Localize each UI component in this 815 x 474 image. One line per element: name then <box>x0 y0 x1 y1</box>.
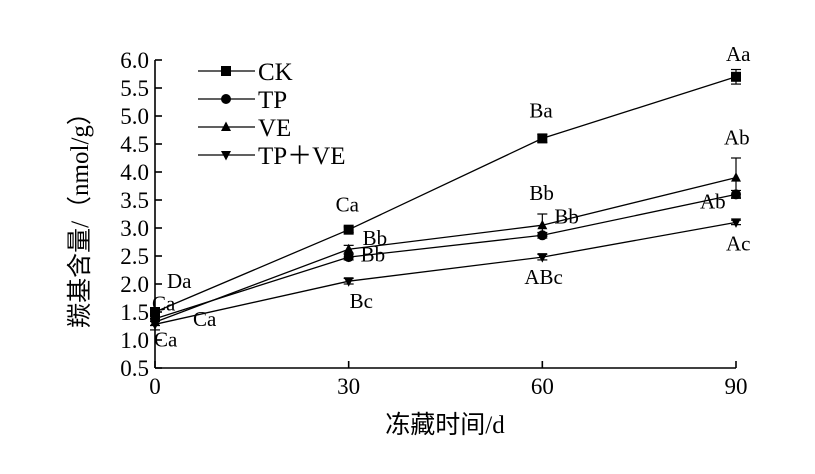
y-tick-label: 6.0 <box>120 48 149 73</box>
series-line <box>154 176 737 323</box>
point-label: Ca <box>336 193 360 217</box>
point-label: Bc <box>350 289 373 313</box>
y-tick-label: 2.5 <box>120 244 149 269</box>
data-point <box>343 243 354 254</box>
legend-marker <box>221 121 231 131</box>
point-label: Ca <box>193 307 217 331</box>
y-tick-label: 4.5 <box>120 132 149 157</box>
data-point <box>731 71 741 82</box>
legend-label: CK <box>258 59 293 86</box>
point-label: Bb <box>529 181 554 205</box>
data-point <box>343 224 354 235</box>
data-point <box>731 218 741 228</box>
series-2 <box>150 157 741 327</box>
data-point <box>150 320 160 330</box>
legend-marker <box>221 151 231 161</box>
point-label: Ab <box>724 126 750 150</box>
y-tick-label: 3.5 <box>120 188 149 213</box>
data-point <box>537 133 548 144</box>
data-point <box>343 277 354 287</box>
legend-label: TP <box>258 87 287 114</box>
legend-label: TP＋VE <box>258 143 346 170</box>
series-line <box>154 221 737 325</box>
data-point <box>343 252 354 263</box>
x-tick-label: 0 <box>149 374 161 399</box>
point-label: Ab <box>700 189 726 213</box>
data-point <box>150 307 160 317</box>
data-point <box>537 253 548 263</box>
point-label: Da <box>167 269 192 293</box>
point-label: Ca <box>154 327 178 351</box>
y-axis-label: 羰基含量/（nmol/g） <box>66 100 94 328</box>
legend-label: VE <box>258 115 291 142</box>
point-label: Aa <box>726 42 751 66</box>
x-axis-label: 冻藏时间/d <box>385 411 505 439</box>
x-tick-label: 90 <box>725 374 748 399</box>
data-point <box>731 172 741 182</box>
legend-marker <box>221 94 231 104</box>
series-1 <box>150 189 741 324</box>
y-tick-label: 1.0 <box>120 328 149 353</box>
point-label: Bb <box>361 242 386 266</box>
y-tick-label: 3.0 <box>120 216 149 241</box>
point-label: ABc <box>524 265 563 289</box>
y-tick-label: 1.5 <box>120 300 149 325</box>
series-line <box>154 193 737 320</box>
point-label: Ba <box>529 98 553 122</box>
y-tick-label: 0.5 <box>120 356 149 381</box>
legend-marker <box>221 66 231 76</box>
data-point <box>537 219 548 230</box>
x-tick-label: 30 <box>337 374 360 399</box>
axes <box>154 60 736 369</box>
point-label: Ca <box>152 292 176 316</box>
point-label: Bb <box>363 226 388 250</box>
y-tick-label: 4.0 <box>120 160 149 185</box>
y-tick-label: 5.0 <box>120 104 149 129</box>
ticks: 0.5 1.0 1.5 2.0 2.5 3.0 3.5 4.0 4.5 5.0 5.5 6.0 0 30 6… <box>120 48 747 399</box>
point-label: Ac <box>726 231 751 255</box>
y-tick-label: 2.0 <box>120 272 149 297</box>
series-3 <box>150 218 741 331</box>
series-group <box>150 68 741 331</box>
series-0 <box>150 68 741 317</box>
y-tick-label: 5.5 <box>120 76 149 101</box>
point-label: Bb <box>554 204 579 228</box>
series-line <box>154 76 737 313</box>
x-tick-label: 60 <box>531 374 554 399</box>
